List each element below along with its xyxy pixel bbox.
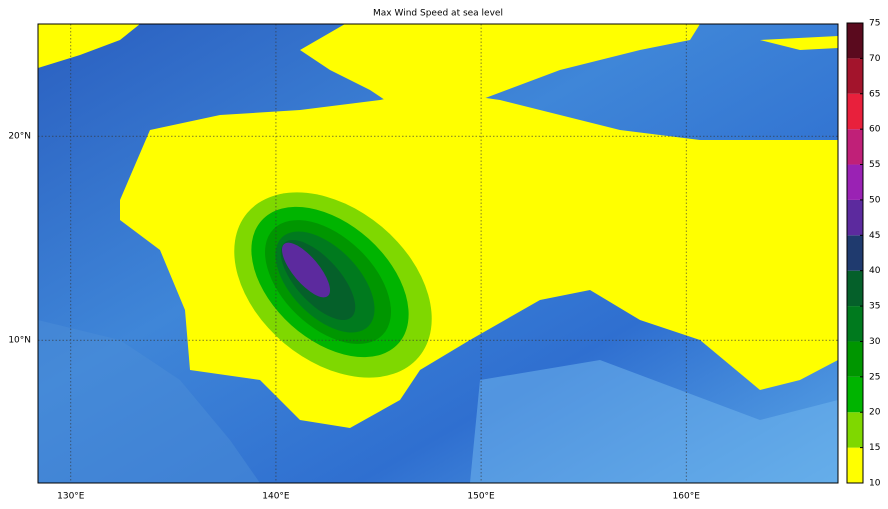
map-area <box>38 24 838 483</box>
colorbar-label: 70 <box>869 54 881 64</box>
x-tick-label: 160°E <box>673 492 701 502</box>
colorbar-label: 40 <box>869 266 881 276</box>
colorbar-swatch <box>847 199 863 236</box>
wind-area <box>760 36 838 50</box>
wind-area <box>38 24 140 68</box>
colorbar-label: 45 <box>869 231 880 241</box>
title: Max Wind Speed at sea level <box>373 9 503 19</box>
colorbar-label: 35 <box>869 302 880 312</box>
y-tick-label: 20°N <box>8 132 31 142</box>
x-tick-label: 130°E <box>57 492 85 502</box>
wind-area <box>300 24 700 110</box>
colorbar-swatch <box>847 341 863 377</box>
colorbar-label: 10 <box>869 479 881 489</box>
colorbar-label: 25 <box>869 372 880 382</box>
x-tick-label: 140°E <box>262 492 290 502</box>
colorbar: 10 15 20 25 30 35 40 45 50 55 60 65 70 75 <box>846 19 881 489</box>
colorbar-label: 60 <box>869 125 881 135</box>
colorbar-label: 15 <box>869 443 880 453</box>
colorbar-swatch <box>847 270 863 307</box>
colorbar-swatch <box>847 23 863 59</box>
colorbar-swatch <box>847 164 863 200</box>
graticule <box>38 24 838 483</box>
colorbar-swatch <box>847 412 863 448</box>
seafloor-relief <box>470 360 838 483</box>
colorbar-label: 50 <box>869 195 881 205</box>
wind-area <box>281 242 331 298</box>
colorbar-label: 30 <box>869 337 881 347</box>
x-tick-label: 150°E <box>467 492 495 502</box>
y-tick-label: 10°N <box>8 336 31 346</box>
colorbar-label: 55 <box>869 160 880 170</box>
colorbar-swatch <box>847 235 863 271</box>
colorbar-swatch <box>847 447 863 483</box>
plot-frame <box>37 23 839 484</box>
colorbar-label: 75 <box>869 19 880 29</box>
colorbar-label: 20 <box>869 408 881 418</box>
colorbar-swatch <box>847 93 863 130</box>
colorbar-frame <box>846 22 864 484</box>
colorbar-label: 65 <box>869 89 880 99</box>
wind-contours <box>38 24 838 428</box>
colorbar-swatch <box>847 58 863 94</box>
seafloor-relief <box>38 320 260 483</box>
colorbar-swatch <box>847 129 863 165</box>
colorbar-swatch <box>847 376 863 413</box>
colorbar-swatch <box>847 306 863 342</box>
